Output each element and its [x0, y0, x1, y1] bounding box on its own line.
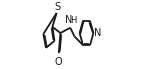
- Text: N: N: [65, 15, 73, 25]
- Text: O: O: [55, 57, 63, 67]
- Text: N: N: [94, 28, 102, 38]
- Text: H: H: [70, 16, 77, 25]
- Text: S: S: [54, 2, 60, 12]
